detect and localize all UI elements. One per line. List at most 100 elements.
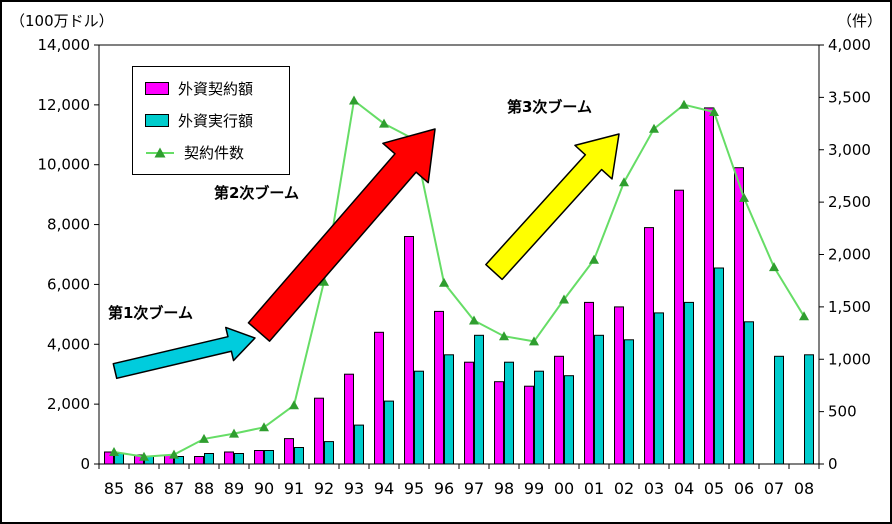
executed-amount-bar xyxy=(654,312,664,465)
executed-amount-bar xyxy=(234,453,244,465)
right-axis-tick-label: 4,000 xyxy=(828,36,871,54)
contract-count-marker xyxy=(199,433,209,443)
legend-item-executed-amount: 外資実行額 xyxy=(145,110,275,131)
contract-count-marker xyxy=(799,311,809,321)
executed-amount-bar xyxy=(594,334,604,465)
executed-amount-bar xyxy=(174,456,184,465)
contract-amount-bar xyxy=(434,310,444,465)
contract-amount-bar xyxy=(104,451,114,465)
executed-amount-bar xyxy=(384,400,394,465)
executed-amount-bar xyxy=(624,339,634,465)
x-axis-label: 85 xyxy=(104,479,124,498)
contract-amount-swatch xyxy=(145,82,169,95)
executed-amount-bar xyxy=(324,441,334,465)
executed-amount-bar xyxy=(294,447,304,465)
legend-label-contract-count: 契約件数 xyxy=(184,144,245,162)
contract-count-marker xyxy=(289,400,299,410)
contract-count-marker xyxy=(139,451,149,461)
contract-amount-bar xyxy=(524,385,534,465)
executed-amount-bar xyxy=(684,301,694,465)
x-axis-label: 05 xyxy=(704,479,724,498)
x-axis-label: 93 xyxy=(344,479,364,498)
x-axis-label: 87 xyxy=(164,479,184,498)
left-axis-tick-label: 14,000 xyxy=(38,36,91,54)
x-axis-label: 95 xyxy=(404,479,424,498)
contract-count-line-marker-icon xyxy=(146,147,174,157)
left-axis-tick-label: 12,000 xyxy=(38,96,91,114)
contract-amount-bar xyxy=(734,167,744,465)
contract-amount-bar xyxy=(704,107,714,465)
contract-amount-bar xyxy=(584,301,594,465)
contract-count-marker xyxy=(619,177,629,187)
right-axis-tick-label: 2,000 xyxy=(828,246,871,264)
contract-amount-bar xyxy=(494,381,504,465)
boom2-arrow xyxy=(247,128,436,342)
x-axis-label: 96 xyxy=(434,479,454,498)
boom1-label: 第1次ブーム xyxy=(108,304,193,322)
right-axis-tick-label: 1,000 xyxy=(828,350,871,368)
x-axis-label: 01 xyxy=(584,479,604,498)
boom3-arrow xyxy=(485,133,620,281)
contract-count-marker xyxy=(109,447,119,456)
contract-amount-bar xyxy=(554,355,564,465)
x-axis-label: 02 xyxy=(614,479,634,498)
executed-amount-bar xyxy=(714,267,724,465)
contract-amount-bar xyxy=(614,306,624,465)
contract-amount-bar xyxy=(344,373,354,465)
x-axis-label: 86 xyxy=(134,479,154,498)
contract-count-marker xyxy=(739,192,749,202)
left-axis-tick-label: 6,000 xyxy=(47,275,90,293)
executed-amount-bar xyxy=(744,321,754,465)
x-axis-label: 90 xyxy=(254,479,274,498)
x-axis-label: 08 xyxy=(794,479,814,498)
contract-amount-bar xyxy=(284,438,294,465)
x-axis-label: 00 xyxy=(554,479,574,498)
left-axis-tick-label: 10,000 xyxy=(38,156,91,174)
legend-item-contract-count: 契約件数 xyxy=(145,142,275,163)
x-axis-label: 98 xyxy=(494,479,514,498)
executed-amount-bar xyxy=(354,424,364,465)
x-axis-label: 88 xyxy=(194,479,214,498)
contract-count-marker xyxy=(469,315,479,325)
contract-amount-bar xyxy=(314,397,324,465)
contract-count-marker xyxy=(259,422,269,432)
contract-amount-bar xyxy=(194,456,204,465)
contract-count-marker xyxy=(499,331,509,341)
boom1-arrow xyxy=(112,326,256,380)
right-axis-tick-label: 2,500 xyxy=(828,193,871,211)
x-axis-label: 91 xyxy=(284,479,304,498)
right-axis-tick-label: 3,000 xyxy=(828,141,871,159)
left-axis-tick-label: 4,000 xyxy=(47,335,90,353)
executed-amount-bar xyxy=(564,375,574,465)
right-axis-tick-label: 1,500 xyxy=(828,298,871,316)
contract-amount-bar xyxy=(644,227,654,465)
executed-amount-bar xyxy=(474,334,484,465)
x-axis-label: 99 xyxy=(524,479,544,498)
legend-item-contract-amount: 外資契約額 xyxy=(145,78,275,99)
executed-amount-bar xyxy=(504,361,514,465)
contract-count-marker xyxy=(229,428,239,438)
contract-count-marker xyxy=(379,118,389,128)
contract-count-marker xyxy=(529,336,539,346)
right-axis-tick-label: 3,500 xyxy=(828,88,871,106)
x-axis-label: 97 xyxy=(464,479,484,498)
executed-amount-bar xyxy=(264,450,274,465)
left-axis-tick-label: 8,000 xyxy=(47,216,90,234)
x-axis-label: 94 xyxy=(374,479,394,498)
contract-count-marker xyxy=(319,276,329,286)
contract-amount-bar xyxy=(464,361,474,465)
executed-amount-bar xyxy=(204,453,214,465)
executed-amount-bar xyxy=(414,370,424,465)
contract-count-marker xyxy=(679,99,689,109)
contract-count-marker xyxy=(649,123,659,133)
executed-amount-bar xyxy=(804,354,814,465)
right-axis-tick-label: 0 xyxy=(828,455,838,473)
contract-count-marker xyxy=(709,107,719,116)
executed-amount-bar xyxy=(444,354,454,465)
boom3-label: 第3次ブーム xyxy=(507,98,592,116)
legend-label-contract-amount: 外資契約額 xyxy=(178,80,254,98)
left-axis-tick-label: 2,000 xyxy=(47,395,90,413)
left-axis-unit: （100万ドル） xyxy=(10,12,114,30)
